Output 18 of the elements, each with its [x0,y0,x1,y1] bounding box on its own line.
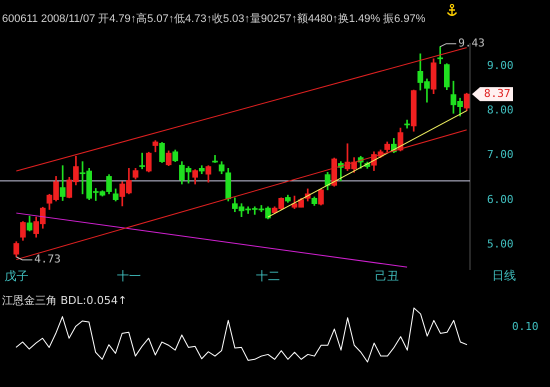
y-tick-label: 9.00 [487,58,514,72]
annotation: 9.43 [458,36,485,50]
x-tick-label: 己丑 [375,268,400,283]
text: 0.10 [512,320,538,333]
y-tick-label: 7.00 [487,148,514,162]
y-tick-label: 8.00 [487,104,514,117]
y-tick-label: 6.00 [487,192,514,206]
candlestick [212,155,218,163]
x-tick-label: 戊子 [4,268,28,283]
text: 8.37 [484,86,510,100]
annotation: 4.73 [34,252,61,266]
candlestick [404,120,410,128]
x-tick-label: 十一 [116,268,141,283]
chart-title: 江恩金三角 BDL:0.054↑ [2,294,128,307]
y-tick-label: 5.00 [487,238,514,251]
x-tick-label: 十二 [256,268,280,283]
text: 日线 [492,268,516,283]
chart-subtitle: 600611 2008/11/07 开4.79↑高5.07↑低4.73↑收5.03↑量90257↑额4480↑换1.49% 振6.97% [2,13,426,26]
